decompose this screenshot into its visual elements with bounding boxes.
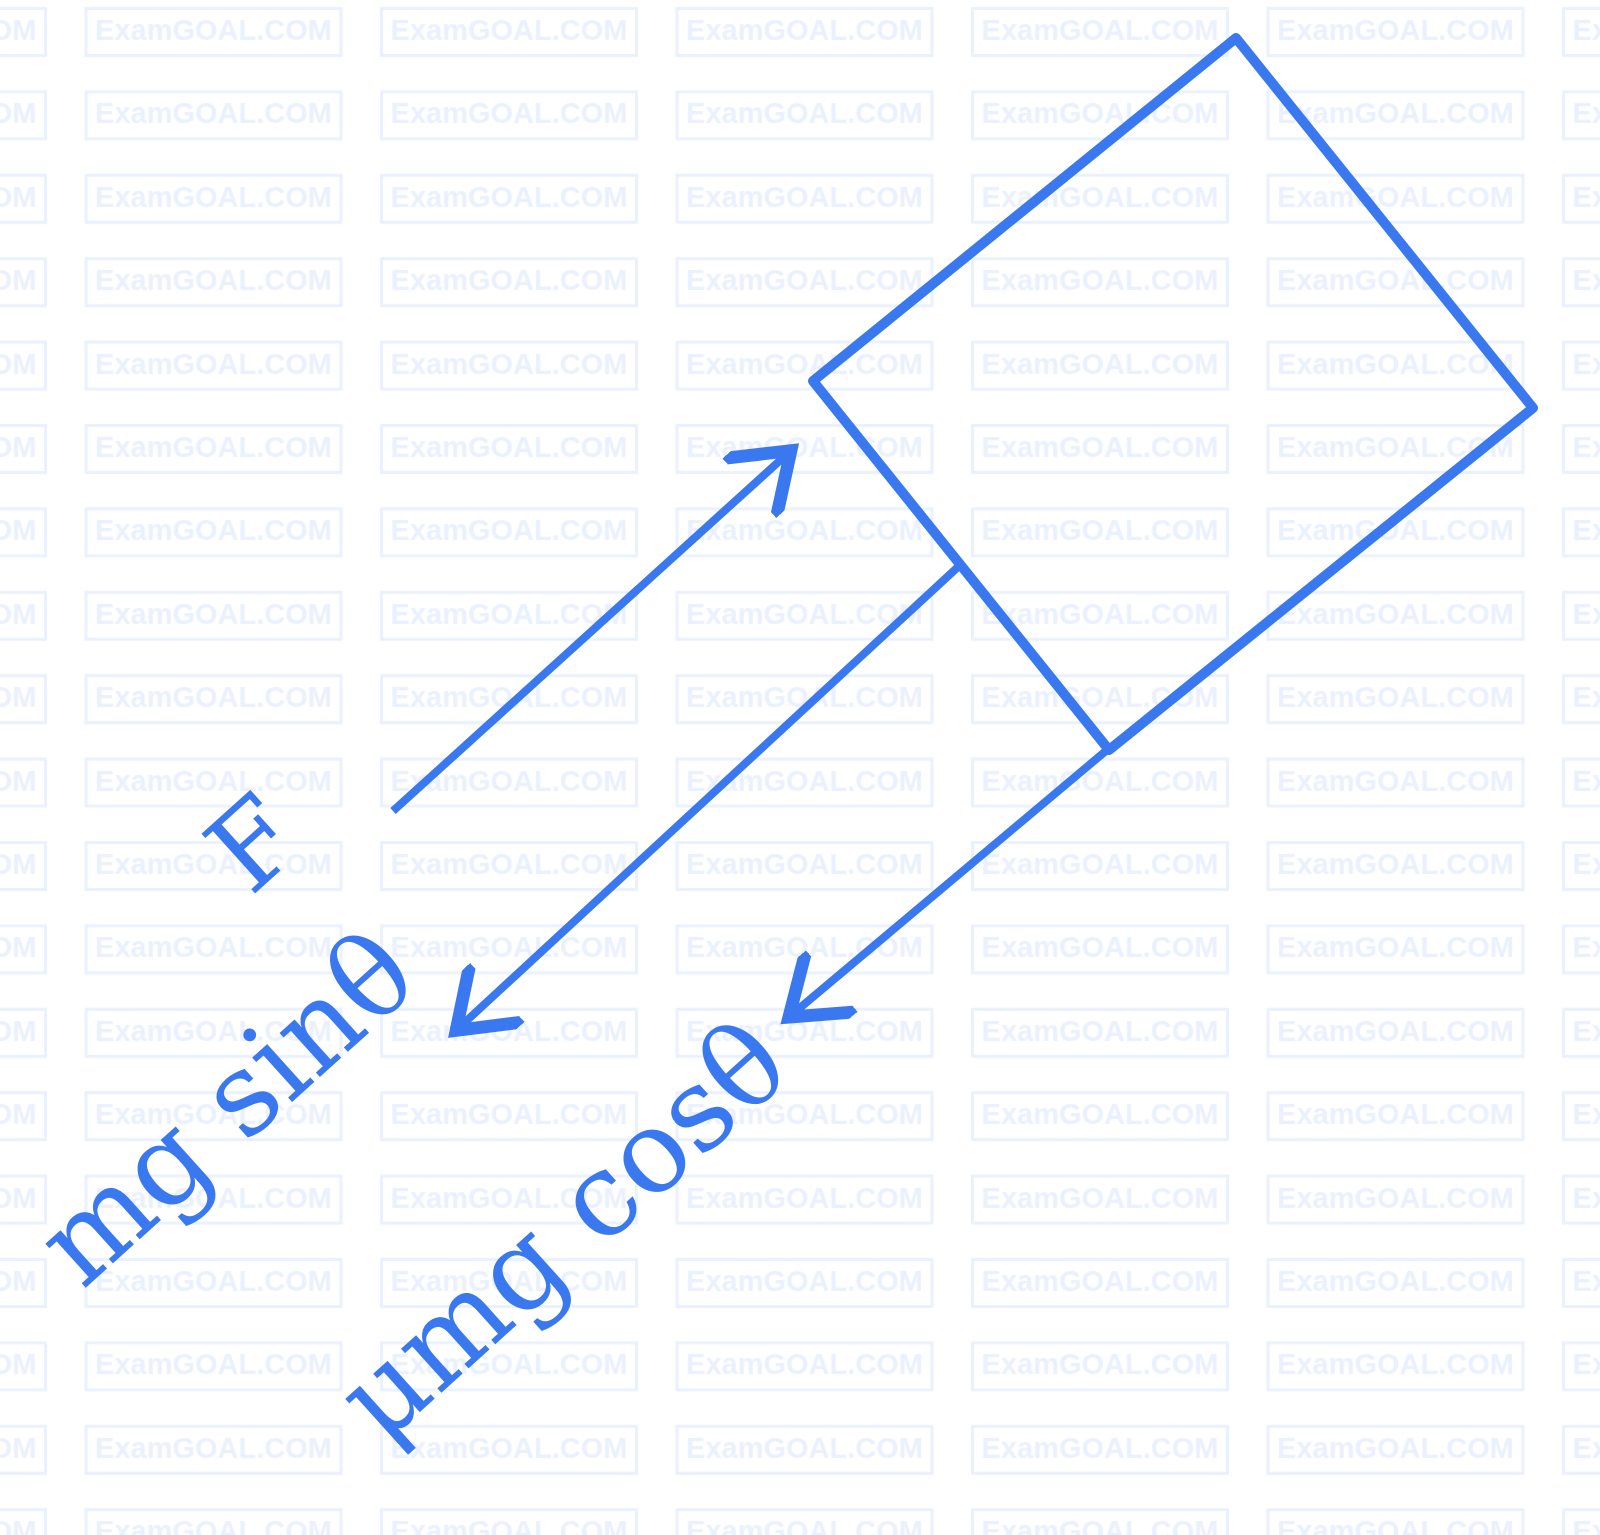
force-f-arrow xyxy=(390,456,785,814)
mg-sin-arrow xyxy=(462,563,962,1025)
friction-arrow xyxy=(795,746,1110,1012)
block xyxy=(808,33,1538,755)
